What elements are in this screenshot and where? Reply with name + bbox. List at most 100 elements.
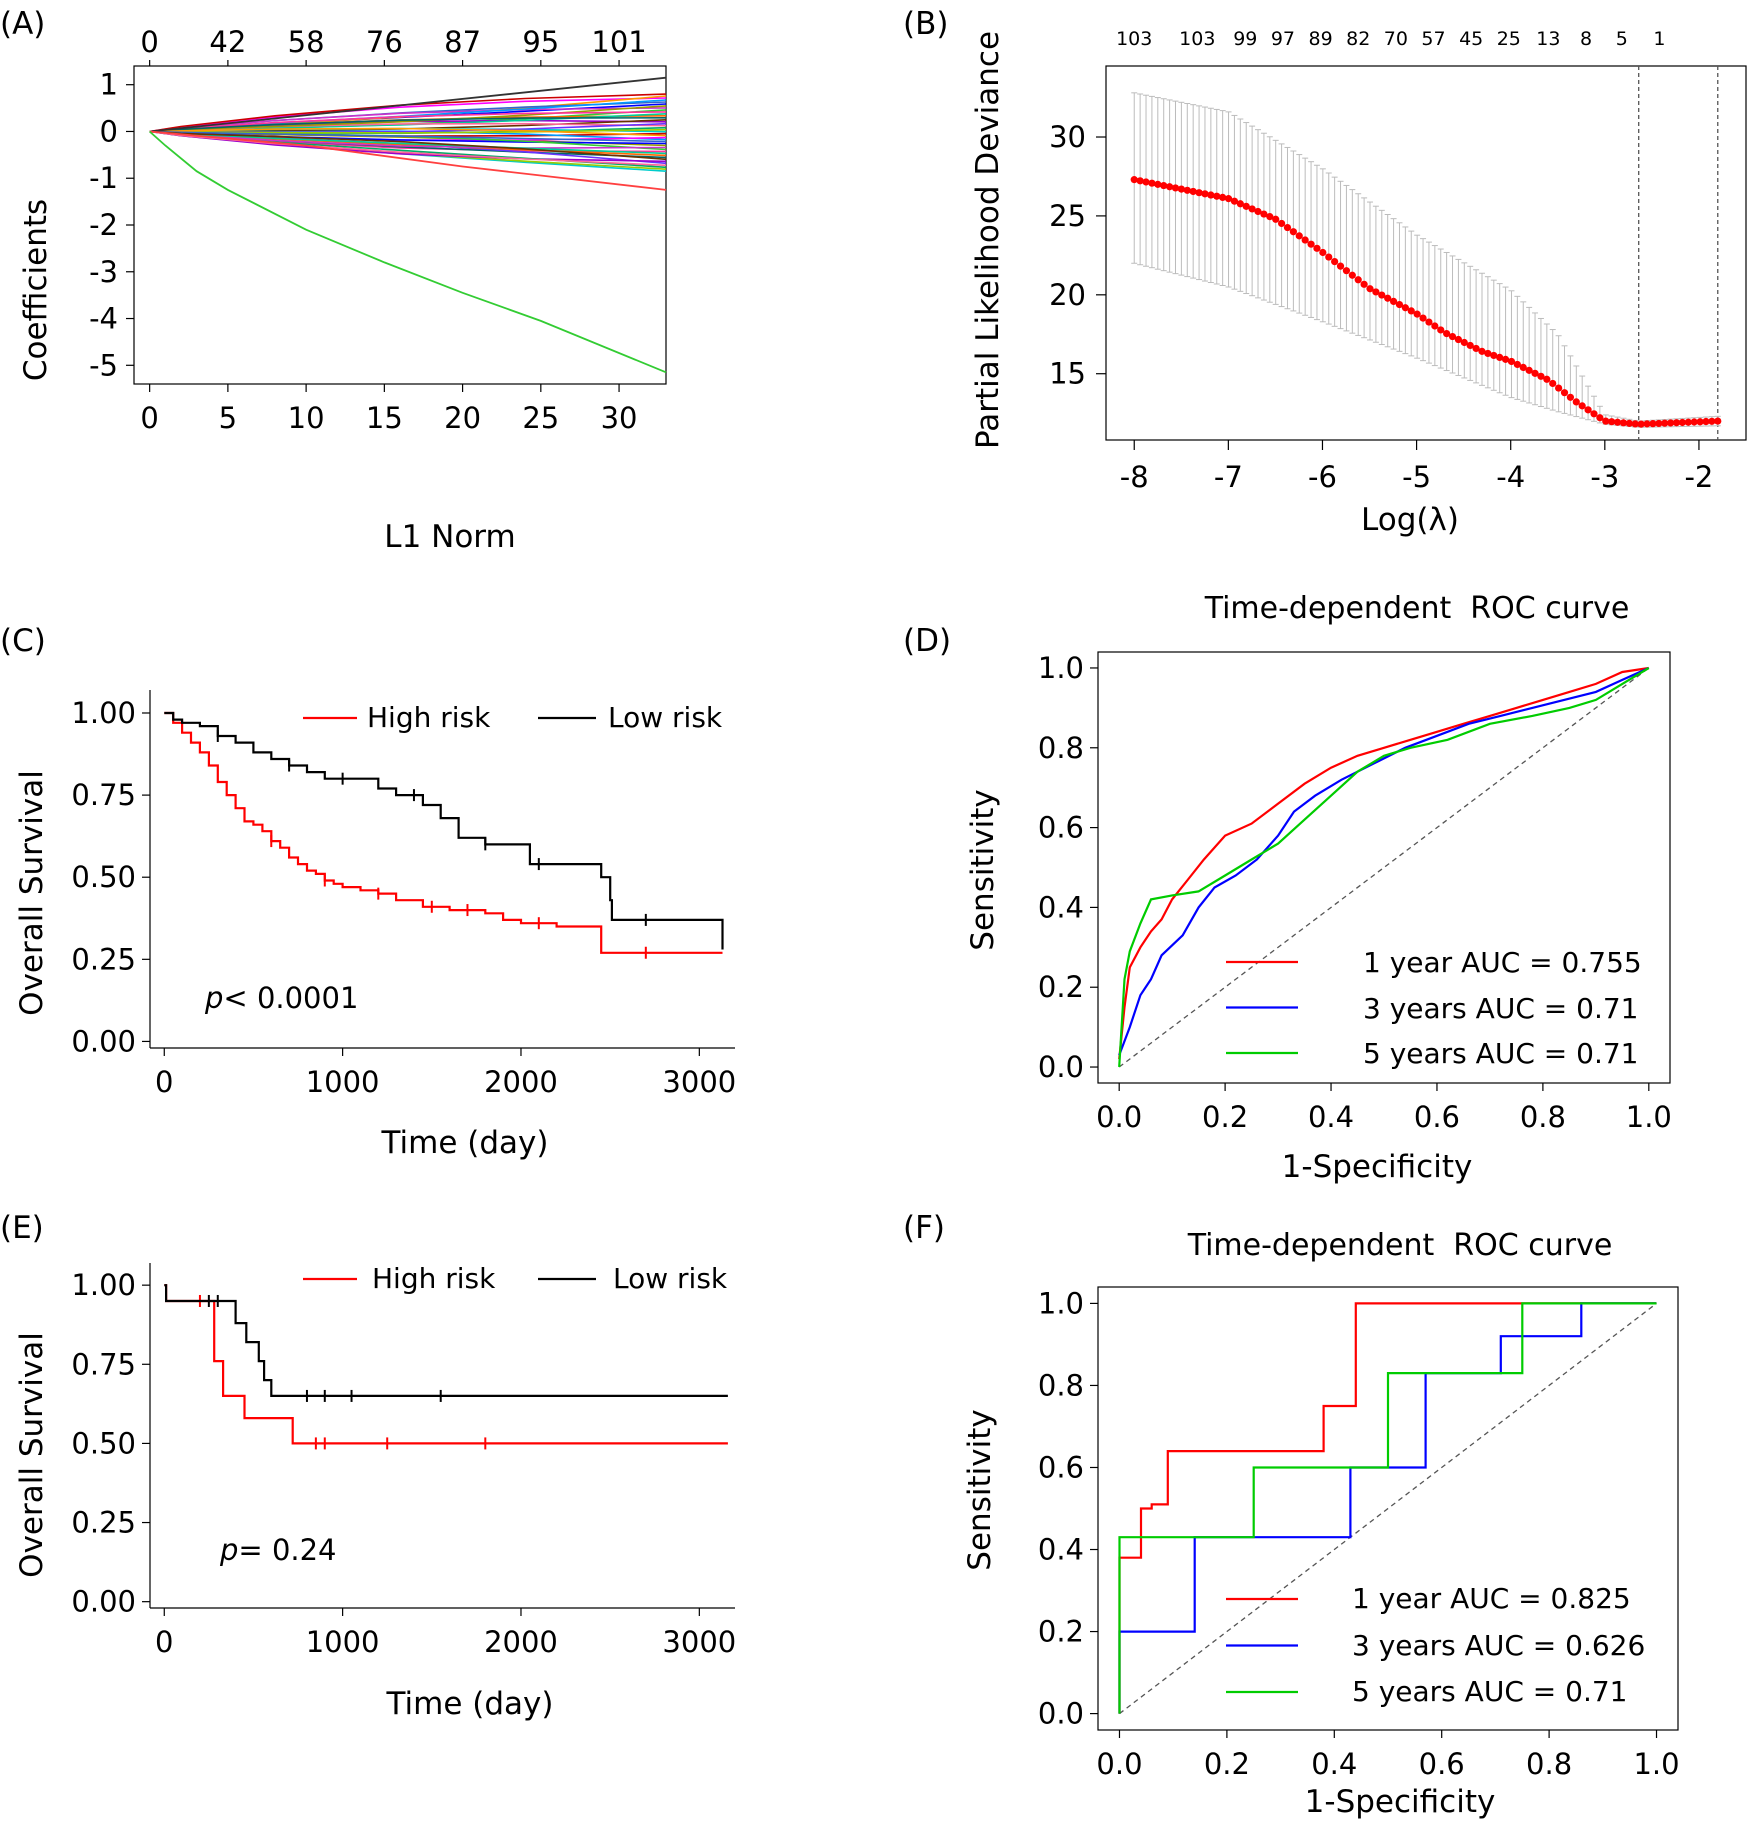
panel-a-coef-path (149, 130, 667, 167)
panel-b-top-count: 82 (1346, 28, 1370, 50)
panel-e-p-symbol: p (219, 1533, 238, 1567)
panel-b-deviance-point (1625, 419, 1633, 427)
panel-d-xtick-label: 0.0 (1096, 1100, 1142, 1134)
panel-b-top-count: 8 (1580, 28, 1592, 50)
panel-a-path-green (149, 130, 667, 374)
panel-b-deviance-point (1667, 419, 1675, 427)
panel-c-ytick-label: 0.75 (71, 778, 136, 812)
panel-b-deviance-point (1613, 418, 1622, 426)
panel-d-ytick-label: 0.8 (1038, 731, 1084, 765)
panel-f-roc-curve-3 (1118, 1302, 1657, 1714)
panel-b-deviance-point (1472, 344, 1480, 353)
panel-a-top-label: 87 (444, 25, 481, 59)
panel-b-deviance-point (1148, 179, 1156, 187)
panel-b-deviance-point (1549, 379, 1557, 388)
panel-a-path-dark (149, 76, 667, 133)
panel-d-xtick-label: 0.2 (1202, 1100, 1248, 1134)
panel-b-deviance-point (1484, 349, 1492, 358)
panel-b-deviance-point (1690, 418, 1698, 426)
panel-c-legend-high: High risk (367, 701, 491, 734)
panel-b-deviance-point (1525, 366, 1533, 374)
panel-b-ytick-label: 20 (1049, 278, 1086, 312)
panel-b-frame (1105, 65, 1747, 441)
panel-b-deviance-point (1590, 410, 1598, 418)
panel-b-top-count: 97 (1271, 28, 1295, 50)
panel-b-top-count: 25 (1497, 28, 1521, 50)
panel-b-deviance-point (1696, 418, 1704, 426)
panel-b-top-count: 57 (1421, 28, 1445, 50)
panel-b-deviance-point (1360, 280, 1368, 288)
panel-f-roc-curve-2 (1118, 1302, 1657, 1714)
panel-f-legend-5: 5 years AUC = 0.71 (1352, 1675, 1627, 1708)
panel-b-deviance-point (1177, 185, 1185, 193)
panel-b-ytick-label: 30 (1049, 120, 1086, 154)
panel-f-ytick-label: 1.0 (1038, 1286, 1084, 1320)
panel-b-deviance-point (1272, 215, 1280, 223)
panel-a-xtick-label: 5 (219, 401, 237, 435)
panel-b-xtick-label: -3 (1590, 460, 1619, 494)
panel-e-pvalue: p= 0.24 (219, 1533, 337, 1567)
panel-c-legend-low: Low risk (608, 701, 723, 734)
panel-b-deviance-point (1702, 417, 1710, 426)
panel-b-xtick-label: -5 (1402, 460, 1431, 494)
panel-e-ytick-label: 0.00 (71, 1585, 136, 1619)
panel-a-ytick-label: -2 (89, 208, 118, 242)
panel-b-deviance-point (1384, 294, 1392, 302)
panel-b-deviance-point (1301, 236, 1309, 244)
panel-b-deviance-point (1519, 363, 1527, 372)
panel-d-roc-curve-2 (1118, 666, 1650, 1056)
panel-b-deviance-point (1708, 417, 1716, 425)
panel-b-deviance-point (1166, 183, 1174, 191)
panel-b-deviance-point (1490, 351, 1498, 360)
panel-b-deviance-point (1608, 418, 1616, 426)
panel-b-deviance-point (1295, 232, 1303, 240)
panel-a-xtick-label: 0 (140, 401, 158, 435)
panel-c-p-rest: < 0.0001 (223, 981, 358, 1015)
panel-a-ytick-label: 1 (100, 68, 118, 102)
panel-b-deviance-point (1566, 393, 1575, 401)
panel-b-deviance-point (1331, 257, 1339, 266)
panel-e-xtick-label: 1000 (306, 1625, 380, 1659)
panel-d-ylabel: Sensitivity (965, 789, 1001, 950)
panel-b-xtick-label: -4 (1496, 460, 1525, 494)
panel-c-xlabel: Time (day) (381, 1125, 549, 1161)
panel-b-deviance-point (1531, 369, 1539, 377)
panel-b-error-bars (1131, 92, 1721, 428)
panel-b-deviance-point (1130, 176, 1138, 184)
panel-d-ytick-label: 0.0 (1038, 1050, 1084, 1084)
panel-e-xlabel: Time (day) (386, 1686, 554, 1722)
panel-a-coef-path (149, 127, 667, 137)
panel-b-deviance-point (1572, 398, 1580, 406)
panel-b-deviance-point (1224, 195, 1233, 203)
panel-b-deviance-point (1142, 178, 1150, 186)
panel-b-deviance-point (1513, 360, 1521, 369)
panel-b-deviance-point (1378, 291, 1386, 299)
panel-b-ytick-label: 15 (1049, 357, 1086, 391)
panel-label-a: (A) (0, 6, 45, 42)
panel-b-deviance-point (1602, 417, 1610, 425)
panel-a-xtick-label: 15 (366, 401, 403, 435)
panel-b-top-count: 103 (1179, 28, 1215, 50)
panel-a-ytick-label: -5 (89, 348, 118, 382)
panel-f-diagonal (1119, 1302, 1657, 1715)
panel-c-xtick-label: 0 (155, 1065, 173, 1099)
panel-b-deviance-point (1507, 357, 1516, 366)
panel-e-xtick-label: 3000 (662, 1625, 736, 1659)
panel-b-deviance-point (1136, 177, 1144, 185)
panel-b-deviance-point (1207, 191, 1215, 199)
panel-b-deviance-point (1171, 184, 1180, 192)
panel-e-km-high (164, 1284, 728, 1445)
panel-a-top-label: 76 (366, 25, 403, 59)
panel-b-deviance-point (1425, 318, 1433, 326)
panel-b-xtick-label: -7 (1214, 460, 1243, 494)
panel-e-ytick-label: 0.75 (71, 1347, 136, 1381)
panel-d-xlabel: 1-Specificity (1282, 1149, 1473, 1185)
panel-b-deviance-point (1448, 332, 1457, 341)
panel-label-d: (D) (903, 623, 951, 659)
panel-d-xtick-label: 1.0 (1626, 1100, 1672, 1134)
panel-b-deviance-point (1478, 347, 1486, 355)
panel-f-xtick-label: 0.4 (1311, 1747, 1357, 1781)
panel-b-deviance-point (1366, 285, 1374, 293)
